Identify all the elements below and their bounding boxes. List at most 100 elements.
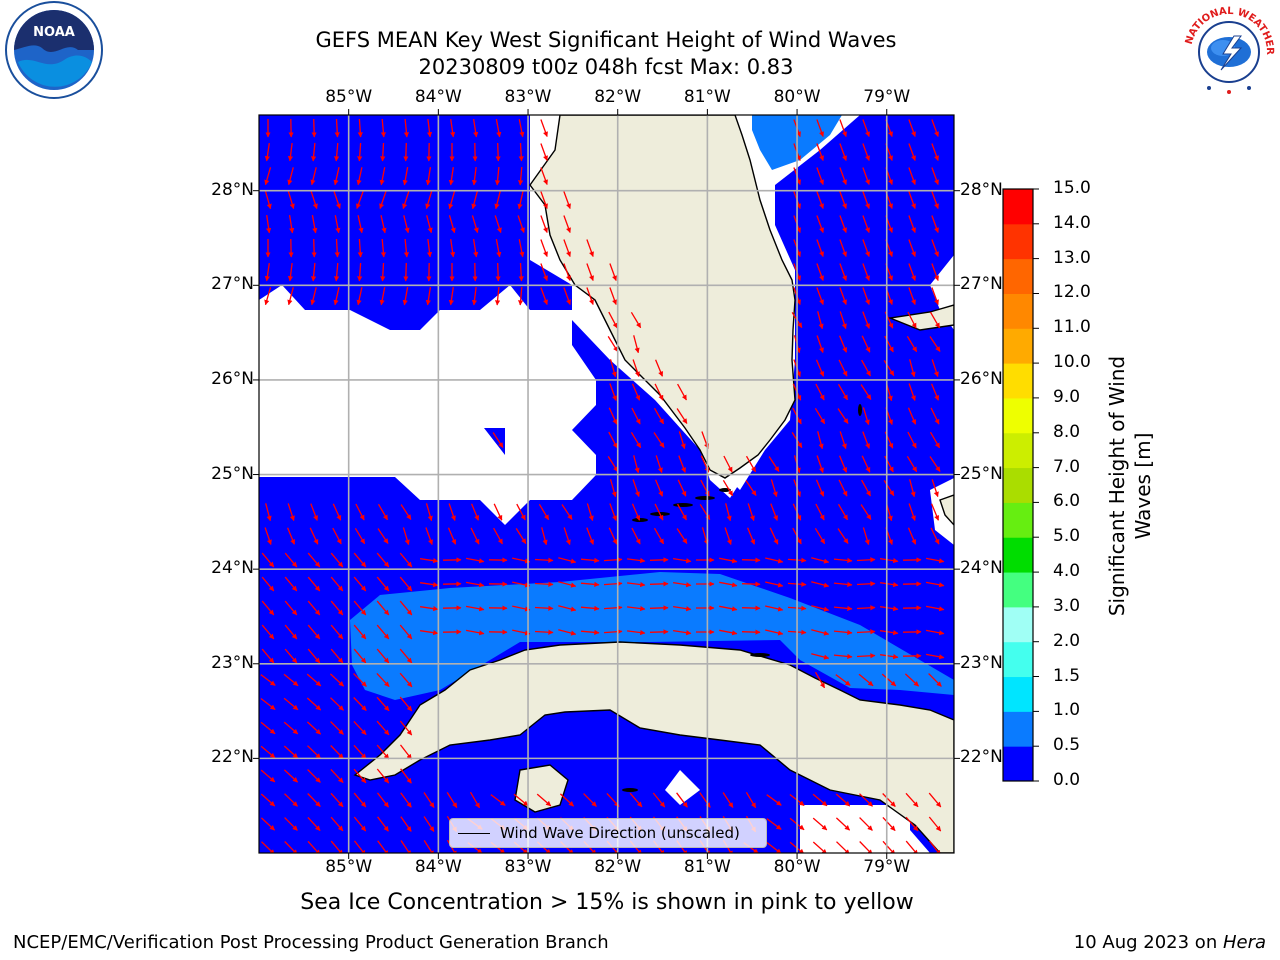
wave-direction-arrow [882,816,896,832]
wave-direction-arrow [471,215,479,234]
wave-direction-arrow [563,215,571,233]
wave-direction-arrow [376,576,390,592]
lat-lon-grid [259,115,954,853]
wave-direction-arrow [833,653,853,660]
wave-direction-arrow [283,745,299,759]
wave-direction-arrow [586,239,594,257]
wave-direction-arrow [353,816,367,832]
wave-direction-arrow [399,672,413,688]
wave-direction-arrow [330,600,344,616]
wave-direction-arrow [356,191,364,209]
wave-direction-arrow [603,629,623,635]
wave-direction-arrow [908,143,916,161]
wave-direction-arrow [518,286,524,306]
wave-direction-arrow [839,191,847,209]
wave-direction-arrow [287,263,294,282]
colorbar [1002,188,1039,782]
wave-direction-arrow [769,527,779,545]
lon-label: 84°W [414,857,462,877]
wave-direction-arrow [812,841,828,853]
wave-direction-arrow [403,215,410,234]
wave-direction-arrow [357,142,363,162]
wave-direction-arrow [494,191,501,210]
wave-direction-arrow [330,792,344,808]
wave-direction-arrow [357,118,363,138]
wave-direction-arrow [540,191,548,209]
colorbar-tick-label: 13.0 [1053,247,1091,268]
wave-direction-arrow [839,263,847,281]
wave-direction-arrow [839,287,847,305]
wave-direction-arrow [770,503,778,521]
wave-direction-arrow [908,119,916,137]
wave-direction-arrow [307,600,321,616]
wave-direction-arrow [376,600,390,616]
wave-direction-arrow [741,605,761,611]
wave-direction-arrow [261,624,275,640]
map-title: GEFS MEAN Key West Significant Height of… [315,28,897,52]
wave-direction-arrow [862,287,870,305]
wave-direction-arrow [264,527,272,545]
colorbar-segment [1003,258,1033,294]
wave-direction-arrow [905,816,919,832]
wave-direction-arrow [284,600,298,616]
wave-direction-arrow [816,143,824,161]
wave-direction-arrow [906,455,918,473]
lon-label: 85°W [325,87,373,107]
wave-direction-arrow [838,335,848,353]
wave-direction-arrow [512,581,531,588]
wave-direction-arrow [465,605,485,612]
wave-direction-arrow [929,431,941,449]
wave-direction-arrow [672,629,692,636]
lat-label: 27°N [211,274,254,295]
colorbar-segment [1003,432,1033,469]
wave-direction-arrow [655,455,663,474]
map-ticks [253,109,960,859]
wave-direction-arrow [540,167,548,185]
wave-direction-arrow [699,504,711,521]
wave-direction-arrow [652,792,666,808]
wave-direction-arrow [354,527,366,545]
wave-direction-arrow [631,527,641,545]
wave-direction-arrow [835,793,851,807]
wave-direction-arrow [839,239,847,257]
colorbar-tick-label: 2.0 [1053,630,1081,651]
wave-direction-arrow [353,624,367,640]
wave-direction-arrow [839,119,847,137]
wave-direction-arrow [631,383,641,401]
wave-direction-arrow [908,191,916,209]
wave-direction-arrow [334,142,340,162]
wave-direction-arrow [862,167,870,185]
wave-direction-arrow [518,262,524,282]
wave-direction-arrow [603,557,623,563]
wave-direction-arrow [330,816,344,832]
wave-direction-arrow [653,527,665,545]
wave-direction-arrow [627,629,646,636]
wave-direction-arrow [862,527,870,546]
footer-date: 10 Aug 2023 on [1073,932,1223,953]
wave-direction-arrow [353,673,367,687]
wave-direction-arrow [745,791,757,809]
wave-direction-arrow [859,793,873,807]
wave-direction-arrow [811,605,830,612]
wave-direction-arrow [311,214,318,234]
wave-direction-arrow [307,648,321,664]
wave-direction-arrow [633,335,640,354]
wave-direction-arrow [284,576,298,592]
wave-direction-arrow [490,794,506,806]
wave-direction-arrow [471,191,478,210]
colorbar-tick-label: 6.0 [1053,491,1081,512]
bahamas-andros [939,494,954,527]
wave-direction-arrow [931,239,939,257]
wave-direction-arrow [607,336,619,353]
wave-direction-arrow [536,793,552,807]
wave-direction-arrow [310,262,317,282]
wave-direction-arrow [862,311,870,329]
wave-direction-arrow [931,143,939,161]
wave-direction-arrow [882,793,896,807]
wave-direction-arrow [741,581,761,587]
footer-right: 10 Aug 2023 on Hera [1074,932,1266,953]
wave-direction-arrow [908,239,916,257]
wave-direction-arrow [376,672,390,688]
map-legend: Wind Wave Direction (unscaled) [449,818,767,848]
wave-direction-arrow [333,167,340,186]
